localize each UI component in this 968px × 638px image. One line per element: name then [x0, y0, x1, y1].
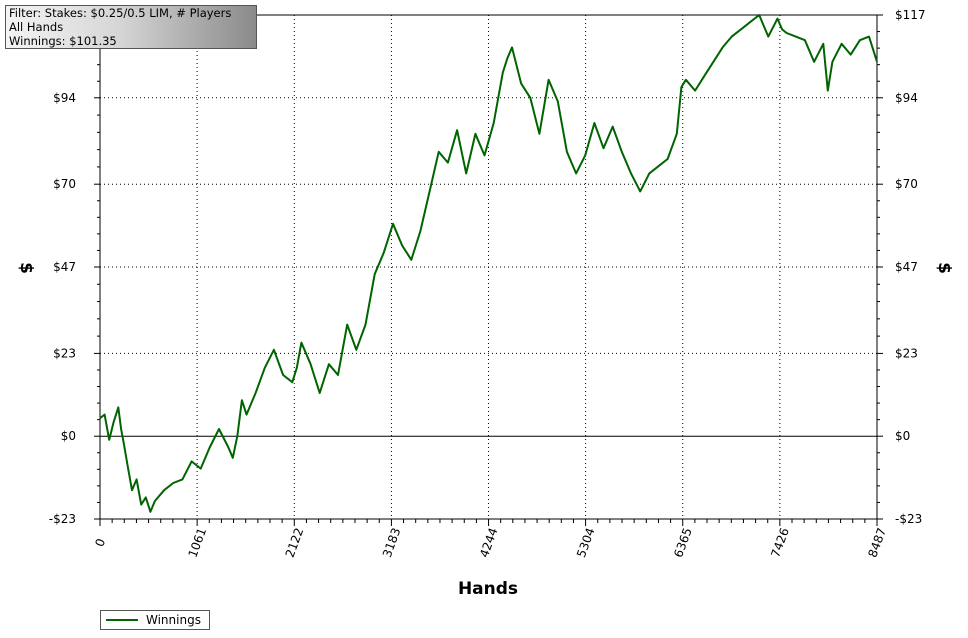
y-tick-label-left: $70: [53, 177, 76, 191]
y-tick-label-left: $23: [53, 346, 76, 360]
x-tick-label: 5304: [574, 526, 598, 559]
legend-swatch-winnings: [106, 619, 138, 621]
x-tick-label: 1061: [186, 526, 210, 559]
legend: Winnings: [100, 610, 210, 630]
filter-text: Filter: Stakes: $0.25/0.5 LIM, # Players: [9, 6, 232, 20]
plot-frame: [99, 14, 878, 520]
y-tick-label-right: $70: [895, 177, 918, 191]
y-tick-label-left: $0: [61, 429, 76, 443]
winnings-series-line: [99, 14, 878, 513]
y-tick-label-right: $23: [895, 346, 918, 360]
winnings-summary-text: Winnings: $101.35: [9, 34, 117, 48]
tick-labels: 0 1061 2122 3183 4244 5304 6365 7426 8487 -$23 -$2…: [45, 8, 925, 559]
y-tick-label-left: $47: [53, 260, 76, 274]
y-tick-label-right: $117: [895, 8, 926, 22]
legend-label-winnings: Winnings: [146, 613, 201, 627]
x-axis-title: Hands: [457, 579, 519, 599]
y-tick-label-right: $0: [895, 429, 910, 443]
filter-info-box: Filter: Stakes: $0.25/0.5 LIM, # Players…: [5, 5, 257, 49]
x-tick-label: 7426: [768, 526, 792, 559]
x-tick-label: 4244: [477, 526, 501, 559]
y-tick-label-right: -$23: [895, 512, 922, 526]
x-tick-label: 8487: [865, 526, 889, 559]
hands-filter-text: All Hands: [9, 20, 64, 34]
y-tick-label-left: $94: [53, 91, 76, 105]
series-layer: [99, 14, 878, 513]
x-tick-label: 0: [92, 537, 108, 549]
y-axis-title-left: $: [15, 262, 36, 274]
x-tick-label: 6365: [671, 526, 695, 559]
y-tick-label-right: $47: [895, 260, 918, 274]
x-tick-label: 2122: [283, 526, 307, 559]
grid-lines: [100, 15, 877, 519]
x-tick-label: 3183: [380, 526, 404, 559]
y-axis-title-right: $: [933, 262, 954, 274]
y-tick-label-left: -$23: [49, 512, 76, 526]
y-tick-label-right: $94: [895, 91, 918, 105]
